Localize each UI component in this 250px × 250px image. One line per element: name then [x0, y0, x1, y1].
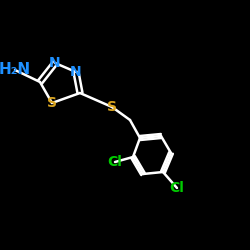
Text: S: S [107, 100, 117, 114]
Text: S: S [47, 96, 57, 110]
Text: N: N [49, 56, 61, 70]
Text: H₂N: H₂N [0, 62, 31, 78]
Text: Cl: Cl [170, 181, 184, 195]
Text: N: N [70, 65, 82, 79]
Text: Cl: Cl [108, 155, 122, 169]
